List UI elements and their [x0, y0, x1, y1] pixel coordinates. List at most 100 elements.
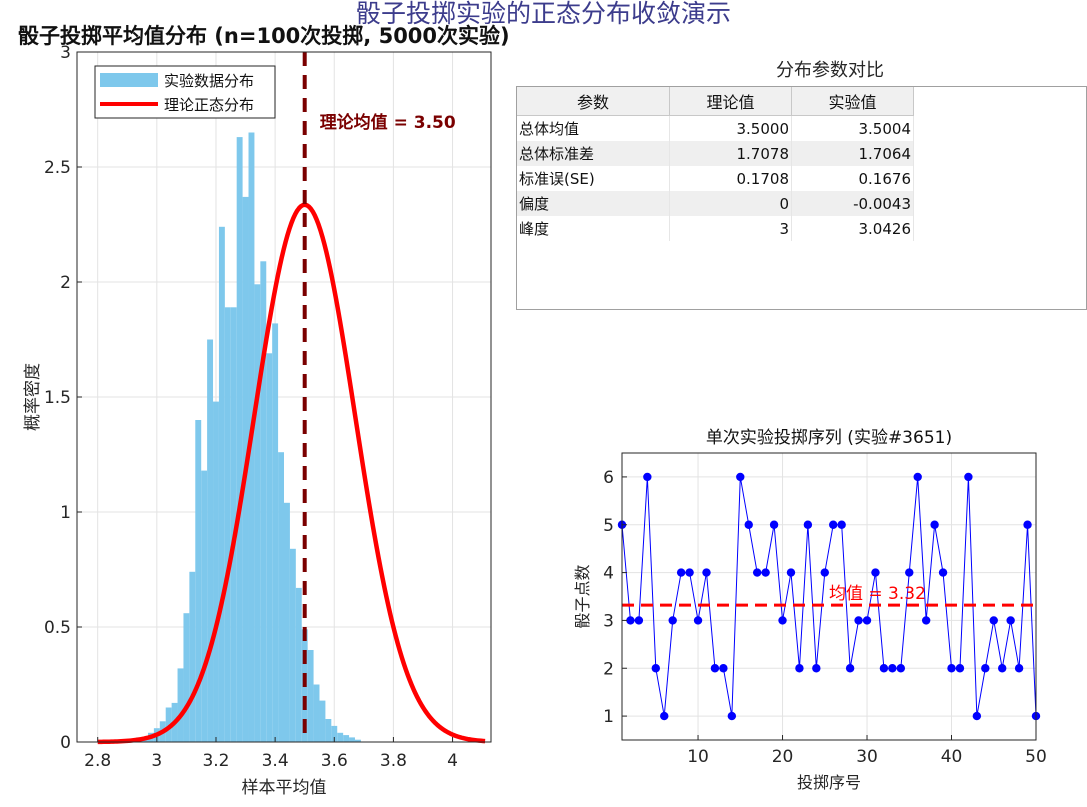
cell-param-name: 标准误(SE) [517, 166, 670, 191]
roll-point [710, 664, 720, 673]
plot-frame [621, 452, 1037, 741]
x-tick-label: 4 [447, 751, 458, 771]
legend-label-data: 实验数据分布 [164, 72, 254, 90]
column-header-param: 参数 [517, 87, 670, 116]
roll-point [744, 520, 753, 529]
y-tick-label: 1 [60, 503, 71, 523]
roll-point [752, 568, 762, 577]
roll-point [761, 568, 770, 577]
roll-point [812, 664, 821, 673]
roll-point [702, 568, 711, 577]
roll-point [719, 664, 728, 673]
roll-point [1023, 520, 1032, 529]
roll-point [854, 616, 863, 625]
x-tick-label: 3.6 [321, 751, 348, 771]
roll-point [1006, 616, 1015, 625]
histogram-bar [224, 307, 231, 742]
roll-point [651, 664, 660, 673]
roll-point [981, 664, 990, 673]
x-axis-label: 投掷序号 [797, 773, 861, 792]
histogram-bar [218, 226, 225, 743]
histogram-bar [343, 735, 350, 742]
legend-label-curve: 理论正态分布 [164, 96, 254, 114]
mean-annotation: 理论均值 = 3.50 [320, 112, 456, 133]
parameter-table: 参数 理论值 实验值 总体均值 3.5000 3.5004 总体标准差 1.70… [516, 86, 1087, 310]
table-row: 峰度 3 3.0426 [517, 216, 914, 241]
x-tick-label: 50 [1025, 747, 1047, 767]
roll-point [676, 568, 686, 577]
y-tick-label: 0.5 [44, 618, 71, 638]
table-row: 标准误(SE) 0.1708 0.1676 [517, 166, 914, 191]
roll-point [778, 616, 787, 625]
histogram-bar [195, 420, 202, 742]
histogram-bar [313, 684, 320, 742]
y-axis-label: 骰子点数 [573, 564, 592, 628]
roll-point [685, 568, 694, 577]
roll-point [643, 472, 652, 482]
roll-point [845, 664, 855, 673]
y-tick-label: 3 [60, 43, 71, 63]
histogram-bar [295, 587, 302, 742]
histogram-bar [278, 452, 284, 742]
y-tick-label: 2.5 [44, 158, 71, 178]
table-header-row: 参数 理论值 实验值 [517, 87, 914, 116]
roll-point [837, 520, 846, 529]
histogram-bar [284, 502, 290, 742]
roll-point [727, 711, 737, 721]
histogram-bar [319, 700, 326, 742]
sequence-chart: 均值 = 3.32 单次实验投掷序列 (实验#3651) 10 20 30 40 50 1 2 3… [573, 428, 1047, 792]
roll-point [820, 568, 829, 577]
cell-theory-value: 0.1708 [669, 166, 792, 191]
x-tick-label: 3.2 [202, 751, 229, 771]
y-tick-label: 2 [60, 273, 71, 293]
histogram-bar [189, 571, 196, 742]
roll-point [879, 664, 889, 673]
roll-sequence-line [621, 476, 1037, 717]
cell-experiment-value: 3.5004 [791, 115, 914, 141]
roll-point [913, 472, 922, 482]
roll-point [888, 664, 897, 673]
histogram-bar [177, 668, 184, 742]
roll-point [769, 520, 779, 529]
histogram-bar [207, 339, 214, 742]
cell-experiment-value: -0.0043 [791, 191, 914, 216]
roll-point [905, 568, 914, 577]
x-tick-label: 3.8 [380, 751, 407, 771]
roll-point [947, 664, 956, 673]
roll-point [989, 616, 998, 625]
roll-point [921, 616, 931, 625]
roll-point [871, 568, 880, 577]
roll-point [972, 711, 982, 721]
x-tick-label: 20 [772, 747, 794, 767]
histogram-title: 骰子投掷平均值分布 (n=100次投掷, 5000次实验) [18, 24, 510, 48]
legend-box [94, 65, 276, 119]
cell-theory-value: 0 [669, 191, 792, 216]
y-tick-label: 1.5 [44, 388, 71, 408]
roll-point [803, 520, 813, 529]
table-title: 分布参数对比 [776, 60, 884, 81]
cell-theory-value: 3.5000 [669, 115, 792, 141]
roll-point [998, 664, 1007, 673]
histogram-bar [337, 732, 344, 742]
roll-point [896, 664, 906, 673]
roll-point [736, 472, 745, 482]
roll-point [930, 520, 939, 529]
roll-point [955, 664, 965, 673]
x-axis-label: 样本平均值 [242, 778, 327, 798]
y-axis-label: 概率密度 [23, 363, 43, 431]
histogram-bar [254, 284, 261, 742]
y-tick-label: 4 [603, 564, 614, 584]
y-tick-label: 1 [603, 707, 614, 727]
histogram-bar [201, 470, 208, 742]
roll-point [693, 616, 703, 625]
x-tick-label: 40 [941, 747, 963, 767]
roll-point [795, 664, 804, 673]
table-row: 偏度 0 -0.0043 [517, 191, 914, 216]
figure-suptitle: 骰子投掷实验的正态分布收敛演示 [355, 0, 731, 28]
roll-point [660, 711, 669, 721]
histogram-bar [213, 401, 219, 742]
table-row: 总体均值 3.5000 3.5004 [517, 115, 914, 141]
histogram-chart: 理论均值 = 3.50 2.8 3 3.2 3.4 3.6 3.8 4 0 0.5 1 1.5 2 2.5… [23, 43, 492, 798]
histogram-bar [266, 353, 273, 742]
